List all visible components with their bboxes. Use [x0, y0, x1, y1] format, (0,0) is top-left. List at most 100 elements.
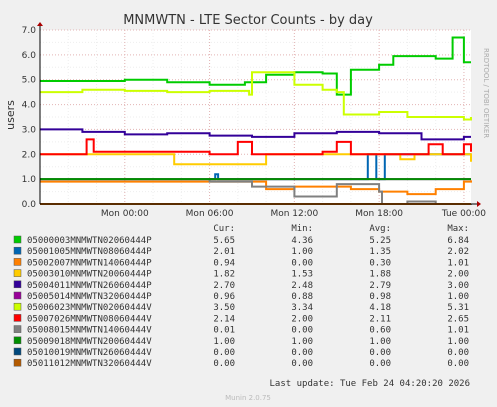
y-tick-labels: 0.0 1.0 2.0 3.0 4.0 5.0 6.0 7.0 [22, 26, 37, 210]
y-tick-label: 4.0 [22, 101, 37, 111]
legend-cur: 0.94 [213, 258, 235, 268]
last-update: Last update: Tue Feb 24 04:20:20 2026 [270, 379, 470, 389]
legend-cur: 0.00 [213, 359, 235, 369]
legend-min: 0.00 [291, 359, 313, 369]
legend-max: 1.01 [447, 258, 469, 268]
legend-name: 05003010MNMWTN20060444P [27, 270, 152, 280]
legend-min: 1.00 [291, 247, 313, 257]
x-axis-arrow [477, 201, 481, 207]
y-axis-label: users [4, 100, 17, 130]
legend-row: 05000003MNMWTN02060444P 5.65 4.36 5.25 6.84 [13, 235, 469, 246]
legend-min: 2.00 [291, 314, 313, 324]
legend-name: 05001005MNMWTN08060444P [27, 247, 152, 257]
legend-avg: 2.79 [369, 281, 391, 291]
legend-swatch [13, 358, 22, 367]
legend-max: 3.00 [447, 281, 469, 291]
x-tick-label: Mon 18:00 [355, 209, 403, 219]
legend-name: 05004011MNMWTN26060444P [27, 281, 152, 291]
legend-avg: 5.25 [369, 236, 391, 246]
legend-header-min: Min: [291, 224, 313, 234]
legend-cur: 0.96 [213, 292, 235, 302]
legend-cur: 1.82 [213, 270, 235, 280]
legend-min: 0.88 [291, 292, 313, 302]
y-tick-label: 3.0 [22, 125, 37, 135]
legend-min: 0.00 [291, 348, 313, 358]
plot-area [40, 30, 471, 204]
y-tick-label: 0.0 [22, 200, 37, 210]
y-tick-label: 6.0 [22, 51, 37, 61]
legend-header-cur: Cur: [213, 224, 235, 234]
x-tick-label: Tue 00:00 [441, 209, 486, 219]
legend-cur: 2.14 [213, 314, 235, 324]
legend-row: 05004011MNMWTN26060444P 2.70 2.48 2.79 3.00 [13, 280, 469, 291]
legend-avg: 4.18 [369, 303, 391, 313]
legend-swatch [13, 347, 22, 356]
legend-name: 05008015MNMWTN14060444V [27, 326, 152, 336]
x-tick-label: Mon 12:00 [270, 209, 318, 219]
y-tick-label: 7.0 [22, 26, 37, 36]
legend-max: 1.00 [447, 292, 469, 302]
legend-rows: 05000003MNMWTN02060444P 5.65 4.36 5.25 6.840… [13, 235, 469, 369]
axes [37, 22, 481, 207]
x-tick-labels: Mon 00:00 Mon 06:00 Mon 12:00 Mon 18:00 Tue … [101, 209, 486, 219]
munin-version: Munin 2.0.75 [225, 394, 271, 402]
legend-avg: 1.88 [369, 270, 391, 280]
legend-max: 6.84 [447, 236, 469, 246]
legend-avg: 0.30 [369, 258, 391, 268]
legend-name: 05010019MNMWTN26060444V [27, 348, 152, 358]
legend-name: 05009018MNMWTN20060444V [27, 337, 152, 347]
legend-row: 05009018MNMWTN20060444V 1.00 1.00 1.00 1.00 [13, 336, 469, 347]
legend-max: 0.00 [447, 348, 469, 358]
legend-swatch [13, 269, 22, 277]
x-tick-label: Mon 06:00 [186, 209, 234, 219]
legend-min: 3.34 [291, 303, 313, 313]
legend-cur: 2.70 [213, 281, 235, 291]
legend-avg: 0.00 [369, 359, 391, 369]
series-line-05007026MNMWTN08060444V [40, 138, 472, 156]
legend-name: 05005014MNMWTN32060444P [27, 292, 152, 302]
legend-name: 05011012MNMWTN32060444V [27, 359, 152, 369]
legend-swatch [13, 302, 22, 311]
legend-max: 2.02 [447, 247, 469, 257]
y-axis-arrow [37, 22, 43, 26]
legend-row: 05006023MNMWTN02060444V 3.50 3.34 4.18 5.31 [13, 302, 469, 313]
legend-name: 05006023MNMWTN02060444V [27, 303, 152, 313]
legend-min: 0.00 [291, 326, 313, 336]
legend-max: 2.65 [447, 314, 469, 324]
legend-max: 2.00 [447, 270, 469, 280]
legend-name: 05002007MNMWTN14060444P [27, 258, 152, 268]
legend-row: 05007026MNMWTN08060444V 2.14 2.00 2.11 2.65 [13, 314, 469, 324]
legend-swatch [13, 336, 22, 345]
legend-row: 05003010MNMWTN20060444P 1.82 1.53 1.88 2.00 [13, 269, 469, 280]
legend-cur: 1.00 [213, 337, 235, 347]
series-line-05004011MNMWTN26060444P [40, 128, 471, 141]
legend: Cur: Min: Avg: Max: 05000003MNMWTN020604… [13, 224, 469, 369]
legend-avg: 0.98 [369, 292, 391, 302]
legend-swatch [13, 291, 22, 300]
y-tick-label: 5.0 [22, 76, 37, 86]
x-tick-label: Mon 00:00 [101, 209, 149, 219]
y-tick-label: 1.0 [22, 175, 37, 185]
legend-cur: 5.65 [213, 236, 235, 246]
legend-max: 1.01 [447, 326, 469, 336]
legend-cur: 0.00 [213, 348, 235, 358]
legend-max: 5.31 [447, 303, 469, 313]
legend-avg: 1.00 [369, 337, 391, 347]
legend-row: 05011012MNMWTN32060444V 0.00 0.00 0.00 0.00 [13, 358, 469, 369]
legend-min: 2.48 [291, 281, 313, 291]
legend-header-max: Max: [447, 224, 469, 234]
chart-title: MNMWTN - LTE Sector Counts - by day [123, 13, 373, 28]
legend-avg: 1.35 [369, 247, 391, 257]
legend-name: 05007026MNMWTN08060444V [27, 314, 152, 324]
series-line-05008015MNMWTN14060444V [40, 178, 472, 205]
legend-swatch [13, 314, 22, 322]
legend-cur: 2.01 [213, 247, 235, 257]
legend-swatch [13, 258, 22, 266]
legend-min: 1.53 [291, 270, 313, 280]
series-line-05000003MNMWTN02060444P [40, 36, 471, 96]
legend-cur: 3.50 [213, 303, 235, 313]
legend-min: 1.00 [291, 337, 313, 347]
legend-avg: 2.11 [369, 314, 391, 324]
legend-swatch [13, 235, 22, 244]
